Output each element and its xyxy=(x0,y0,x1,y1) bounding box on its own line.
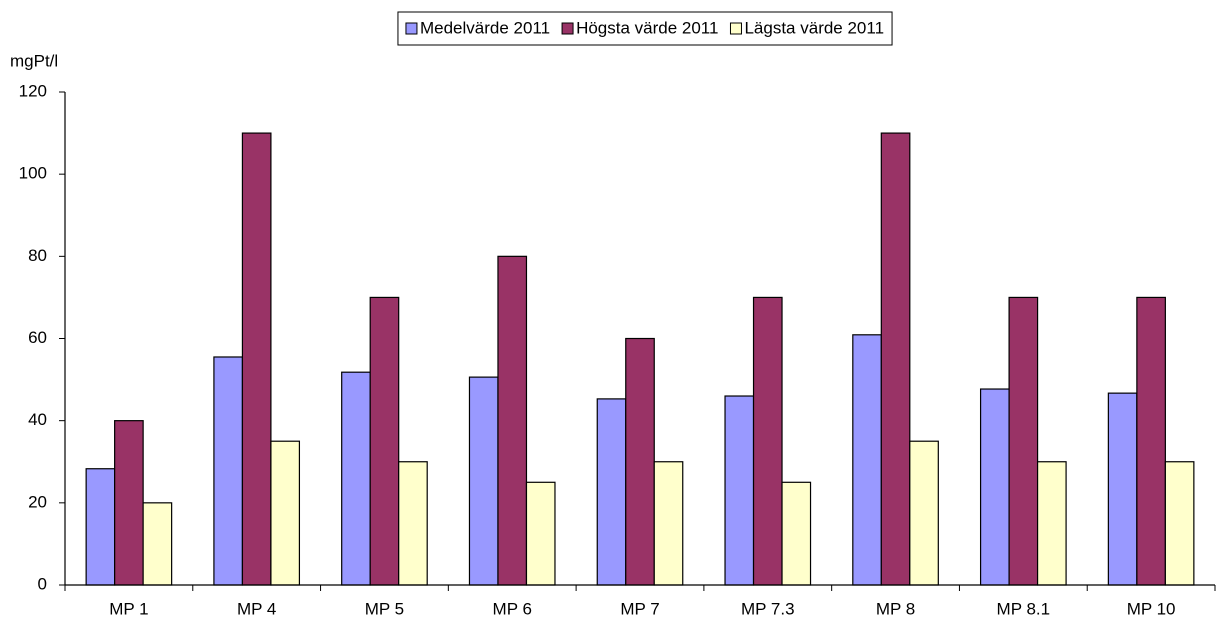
bar xyxy=(114,420,144,586)
bar xyxy=(1036,461,1067,586)
bar xyxy=(880,132,911,586)
bar xyxy=(241,132,272,586)
bar xyxy=(398,461,428,586)
legend-label: Medelvärde 2011 xyxy=(420,18,550,37)
y-tick-label: 60 xyxy=(28,328,47,347)
bar xyxy=(85,468,116,586)
legend-swatch xyxy=(729,22,742,35)
y-tick-label: 80 xyxy=(28,246,47,265)
legend xyxy=(397,11,893,46)
bar xyxy=(270,440,301,586)
y-axis-label: mgPt/l xyxy=(10,51,58,70)
bar xyxy=(724,395,755,586)
bar xyxy=(781,481,812,586)
bar xyxy=(852,334,882,586)
y-tick-label: 20 xyxy=(28,492,47,511)
x-tick-label: MP 6 xyxy=(493,599,532,618)
y-tick-label: 100 xyxy=(19,164,47,183)
bar xyxy=(653,461,684,586)
bar xyxy=(341,371,371,586)
bar xyxy=(1107,392,1138,586)
bar xyxy=(468,376,499,586)
y-tick-label: 40 xyxy=(28,410,47,429)
x-tick-label: MP 7 xyxy=(620,599,659,618)
bar xyxy=(596,398,627,586)
bar xyxy=(1008,296,1039,586)
bar xyxy=(1164,461,1195,586)
bar xyxy=(525,481,556,586)
bar xyxy=(497,255,528,586)
bar xyxy=(142,502,173,586)
bar xyxy=(625,337,655,586)
x-tick-label: MP 4 xyxy=(237,599,276,618)
legend-label: Högsta värde 2011 xyxy=(576,18,718,37)
bar xyxy=(213,356,244,586)
y-tick-label: 120 xyxy=(19,81,47,100)
bar xyxy=(979,388,1010,586)
legend-swatch xyxy=(561,22,574,35)
bar xyxy=(369,296,400,586)
x-tick-label: MP 5 xyxy=(365,599,404,618)
bar xyxy=(752,296,783,586)
legend-swatch xyxy=(405,22,418,35)
x-tick-label: MP 7.3 xyxy=(741,599,795,618)
bar xyxy=(909,440,939,586)
x-tick-label: MP 1 xyxy=(109,599,148,618)
x-tick-label: MP 10 xyxy=(1127,599,1176,618)
bar xyxy=(1136,296,1166,586)
legend-label: Lägsta värde 2011 xyxy=(744,18,884,37)
x-tick-label: MP 8 xyxy=(876,599,915,618)
y-tick-label: 0 xyxy=(38,574,47,593)
x-tick-label: MP 8.1 xyxy=(997,599,1051,618)
